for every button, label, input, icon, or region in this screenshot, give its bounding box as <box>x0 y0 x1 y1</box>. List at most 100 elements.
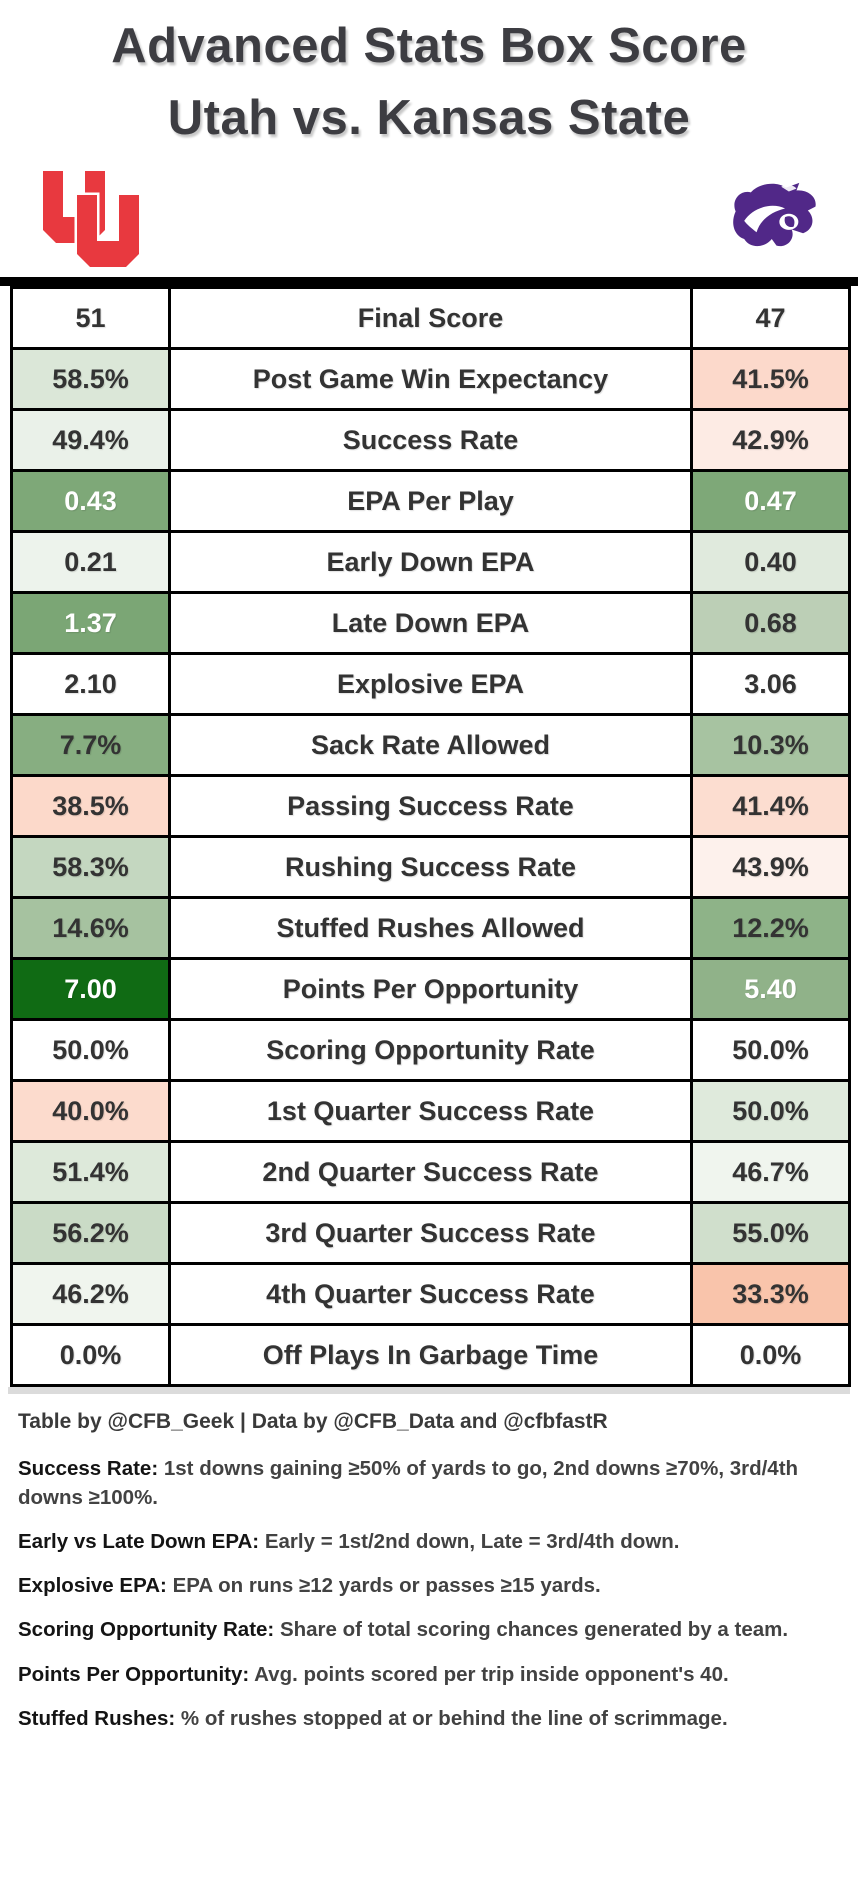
stat-value-utah: 46.2% <box>10 1262 171 1326</box>
stat-label: Rushing Success Rate <box>168 835 693 899</box>
stat-row: 49.4% Success Rate 42.9% <box>10 408 851 472</box>
stat-row: 51 Final Score 47 <box>10 286 851 350</box>
stat-value-utah: 14.6% <box>10 896 171 960</box>
note-term: Points Per Opportunity: <box>18 1662 250 1686</box>
stat-label: EPA Per Play <box>168 469 693 533</box>
stat-value-ksu: 0.47 <box>690 469 851 533</box>
note-desc: Share of total scoring chances generated… <box>279 1618 789 1642</box>
stat-label: 2nd Quarter Success Rate <box>168 1140 693 1204</box>
stats-table-body: 51 Final Score 47 58.5% Post Game Win Ex… <box>10 286 851 1387</box>
kansas-state-logo-icon <box>729 181 824 262</box>
stat-row: 7.7% Sack Rate Allowed 10.3% <box>10 713 851 777</box>
stat-value-utah: 50.0% <box>10 1018 171 1082</box>
note-desc: EPA on runs ≥12 yards or passes ≥15 yard… <box>172 1574 601 1598</box>
stat-value-ksu: 43.9% <box>690 835 851 899</box>
stat-label: Late Down EPA <box>168 591 693 655</box>
stat-value-utah: 58.5% <box>10 347 171 411</box>
stat-value-utah: 0.21 <box>10 530 171 594</box>
note-term: Early vs Late Down EPA: <box>18 1530 260 1554</box>
utah-logo-icon <box>40 169 142 274</box>
note-term: Success Rate: <box>18 1457 159 1480</box>
stat-note: Scoring Opportunity Rate: Share of total… <box>18 1615 818 1644</box>
stat-row: 51.4% 2nd Quarter Success Rate 46.7% <box>10 1140 851 1204</box>
stat-label: Stuffed Rushes Allowed <box>168 896 693 960</box>
stat-label: Success Rate <box>168 408 693 472</box>
stat-value-ksu: 46.7% <box>690 1140 851 1204</box>
note-term: Explosive EPA: <box>18 1574 167 1598</box>
stat-value-utah: 7.00 <box>10 957 171 1021</box>
stat-note: Stuffed Rushes: % of rushes stopped at o… <box>18 1704 818 1733</box>
stat-value-ksu: 50.0% <box>690 1018 851 1082</box>
stat-row: 50.0% Scoring Opportunity Rate 50.0% <box>10 1018 851 1082</box>
stat-value-utah: 58.3% <box>10 835 171 899</box>
footer-notes: Table by @CFB_Geek | Data by @CFB_Data a… <box>0 1394 858 1733</box>
stat-label: 1st Quarter Success Rate <box>168 1079 693 1143</box>
stat-value-utah: 51 <box>10 286 171 350</box>
stat-value-utah: 1.37 <box>10 591 171 655</box>
stat-value-utah: 2.10 <box>10 652 171 716</box>
stat-row: 0.21 Early Down EPA 0.40 <box>10 530 851 594</box>
stat-value-ksu: 55.0% <box>690 1201 851 1265</box>
stat-label: Off Plays In Garbage Time <box>168 1323 693 1387</box>
stat-label: Post Game Win Expectancy <box>168 347 693 411</box>
team-logos-row <box>0 169 858 274</box>
stat-row: 58.3% Rushing Success Rate 43.9% <box>10 835 851 899</box>
stat-value-ksu: 41.4% <box>690 774 851 838</box>
stat-row: 7.00 Points Per Opportunity 5.40 <box>10 957 851 1021</box>
stat-value-ksu: 3.06 <box>690 652 851 716</box>
stat-value-ksu: 41.5% <box>690 347 851 411</box>
stat-label: Scoring Opportunity Rate <box>168 1018 693 1082</box>
stat-row: 2.10 Explosive EPA 3.06 <box>10 652 851 716</box>
stat-label: Explosive EPA <box>168 652 693 716</box>
stat-value-ksu: 42.9% <box>690 408 851 472</box>
stat-value-ksu: 5.40 <box>690 957 851 1021</box>
stat-label: Final Score <box>168 286 693 350</box>
note-term: Scoring Opportunity Rate: <box>18 1618 275 1642</box>
note-desc: Early = 1st/2nd down, Late = 3rd/4th dow… <box>264 1530 680 1554</box>
stat-row: 0.0% Off Plays In Garbage Time 0.0% <box>10 1323 851 1387</box>
stat-row: 14.6% Stuffed Rushes Allowed 12.2% <box>10 896 851 960</box>
stat-value-utah: 38.5% <box>10 774 171 838</box>
stat-label: Early Down EPA <box>168 530 693 594</box>
stat-row: 58.5% Post Game Win Expectancy 41.5% <box>10 347 851 411</box>
glossary-notes: Success Rate: 1st downs gaining ≥50% of … <box>18 1454 832 1733</box>
note-term: Stuffed Rushes: <box>18 1706 176 1730</box>
stat-value-utah: 7.7% <box>10 713 171 777</box>
stat-value-utah: 56.2% <box>10 1201 171 1265</box>
stat-value-ksu: 47 <box>690 286 851 350</box>
stat-label: Points Per Opportunity <box>168 957 693 1021</box>
stat-value-ksu: 10.3% <box>690 713 851 777</box>
stat-value-ksu: 12.2% <box>690 896 851 960</box>
stat-value-ksu: 0.0% <box>690 1323 851 1387</box>
stat-note: Explosive EPA: EPA on runs ≥12 yards or … <box>18 1571 818 1600</box>
stat-value-ksu: 0.68 <box>690 591 851 655</box>
stat-row: 1.37 Late Down EPA 0.68 <box>10 591 851 655</box>
stat-note: Early vs Late Down EPA: Early = 1st/2nd … <box>18 1527 818 1556</box>
matchup-title: Utah vs. Kansas State <box>167 91 691 145</box>
note-desc: 1st downs gaining ≥50% of yards to go, 2… <box>18 1457 799 1510</box>
table-bottom-shadow <box>8 1387 850 1394</box>
stat-row: 56.2% 3rd Quarter Success Rate 55.0% <box>10 1201 851 1265</box>
stat-note: Success Rate: 1st downs gaining ≥50% of … <box>18 1454 818 1512</box>
stat-value-utah: 40.0% <box>10 1079 171 1143</box>
stat-row: 46.2% 4th Quarter Success Rate 33.3% <box>10 1262 851 1326</box>
stat-value-utah: 51.4% <box>10 1140 171 1204</box>
stat-label: Passing Success Rate <box>168 774 693 838</box>
stat-value-ksu: 50.0% <box>690 1079 851 1143</box>
stat-value-utah: 0.43 <box>10 469 171 533</box>
stat-value-utah: 0.0% <box>10 1323 171 1387</box>
stat-row: 0.43 EPA Per Play 0.47 <box>10 469 851 533</box>
stats-table: 51 Final Score 47 58.5% Post Game Win Ex… <box>10 286 851 1387</box>
stat-value-utah: 49.4% <box>10 408 171 472</box>
credit-line: Table by @CFB_Geek | Data by @CFB_Data a… <box>18 1410 608 1433</box>
page-title: Advanced Stats Box Score <box>111 19 747 73</box>
stat-value-ksu: 33.3% <box>690 1262 851 1326</box>
table-top-border <box>0 277 858 286</box>
stat-value-ksu: 0.40 <box>690 530 851 594</box>
note-desc: % of rushes stopped at or behind the lin… <box>180 1706 728 1730</box>
stat-label: 4th Quarter Success Rate <box>168 1262 693 1326</box>
stat-row: 38.5% Passing Success Rate 41.4% <box>10 774 851 838</box>
stat-row: 40.0% 1st Quarter Success Rate 50.0% <box>10 1079 851 1143</box>
note-desc: Avg. points scored per trip inside oppon… <box>254 1662 729 1686</box>
